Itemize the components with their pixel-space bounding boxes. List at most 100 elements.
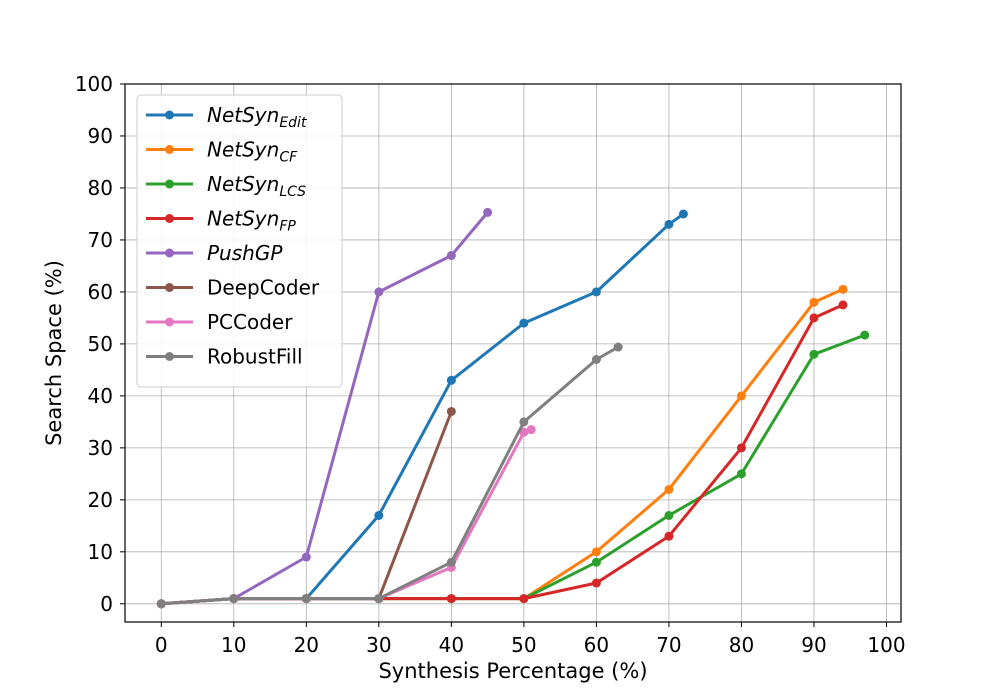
data-point-netsyn-lcs xyxy=(860,330,870,340)
data-point-netsyn-lcs xyxy=(591,557,601,567)
data-point-netsyn-cf xyxy=(809,297,819,307)
x-tick-label: 80 xyxy=(729,633,754,657)
series-pccoder xyxy=(156,425,536,609)
legend-item-pccoder: PCCoder xyxy=(146,310,293,334)
legend-label-pccoder: PCCoder xyxy=(207,310,293,334)
legend-swatch-marker xyxy=(165,145,174,154)
data-point-netsyn-edit xyxy=(664,219,674,229)
data-point-pushgp xyxy=(446,251,456,261)
data-point-pccoder xyxy=(526,425,536,435)
series-robustfill xyxy=(156,342,623,609)
data-point-robustfill xyxy=(519,417,529,427)
x-tick-label: 20 xyxy=(294,633,319,657)
x-tick-label: 30 xyxy=(366,633,391,657)
legend-swatch-marker xyxy=(165,248,174,258)
legend-item-pushgp: PushGP xyxy=(146,241,283,265)
legend-label-deepcoder: DeepCoder xyxy=(207,276,320,300)
data-point-deepcoder xyxy=(446,406,456,416)
data-point-netsyn-edit xyxy=(519,318,529,328)
data-point-robustfill xyxy=(374,594,384,604)
data-point-netsyn-cf xyxy=(591,547,601,557)
x-tick-label: 60 xyxy=(584,633,609,657)
legend-name: PCCoder xyxy=(207,310,293,334)
y-tick-label: 20 xyxy=(88,488,113,512)
x-tick-label: 10 xyxy=(221,633,246,657)
legend-swatch-marker xyxy=(165,317,174,327)
legend-name: NetSyn xyxy=(207,103,279,127)
legend: NetSynEditNetSynCFNetSynLCSNetSynFPPushG… xyxy=(136,94,343,388)
x-tick-label: 70 xyxy=(656,633,681,657)
data-point-robustfill xyxy=(591,354,601,364)
legend-name: DeepCoder xyxy=(207,276,320,300)
y-tick-label: 90 xyxy=(88,124,113,148)
data-point-netsyn-fp xyxy=(446,594,456,604)
data-point-robustfill xyxy=(156,599,166,609)
legend-subscript: Edit xyxy=(279,115,307,131)
x-tick-label: 0 xyxy=(155,633,168,657)
data-point-robustfill xyxy=(229,594,239,604)
data-point-netsyn-lcs xyxy=(736,469,746,479)
data-point-netsyn-cf xyxy=(736,391,746,401)
x-axis-label: Synthesis Percentage (%) xyxy=(378,659,647,683)
data-point-robustfill xyxy=(446,557,456,567)
y-tick-label: 50 xyxy=(88,332,113,356)
legend-subscript: CF xyxy=(279,150,298,166)
legend-swatch-marker xyxy=(165,214,174,223)
y-axis-label: Search Space (%) xyxy=(42,260,66,446)
legend-subscript: LCS xyxy=(279,184,306,200)
data-point-robustfill xyxy=(301,594,311,604)
data-point-netsyn-fp xyxy=(519,594,529,604)
data-point-netsyn-fp xyxy=(838,300,848,310)
data-point-netsyn-lcs xyxy=(809,349,819,359)
data-point-netsyn-lcs xyxy=(664,510,674,520)
x-tick-label: 40 xyxy=(439,633,464,657)
legend-name: NetSyn xyxy=(207,138,279,162)
legend-swatch-marker xyxy=(165,179,174,189)
legend-name: RobustFill xyxy=(207,345,303,369)
data-point-pushgp xyxy=(374,287,384,297)
y-tick-label: 10 xyxy=(88,540,113,564)
y-tick-label: 60 xyxy=(88,280,113,304)
legend-item-deepcoder: DeepCoder xyxy=(146,276,320,300)
data-point-netsyn-fp xyxy=(664,531,674,541)
legend-swatch-marker xyxy=(165,352,174,361)
data-point-pushgp xyxy=(301,552,311,562)
legend-name: PushGP xyxy=(207,241,283,265)
legend-label-pushgp: PushGP xyxy=(207,241,283,265)
plot-frame xyxy=(124,83,902,623)
data-point-netsyn-cf xyxy=(838,284,848,294)
data-point-pccoder xyxy=(519,427,529,437)
legend-item-robustfill: RobustFill xyxy=(146,345,303,369)
data-point-netsyn-edit xyxy=(374,510,384,520)
data-point-netsyn-edit xyxy=(678,209,688,219)
data-point-netsyn-fp xyxy=(591,578,601,588)
legend-item-netsyn-fp: NetSynFP xyxy=(146,207,296,235)
x-tick-label: 100 xyxy=(867,633,905,657)
y-tick-label: 80 xyxy=(88,176,113,200)
data-point-netsyn-edit xyxy=(591,287,601,297)
legend-label-netsyn-cf: NetSynCF xyxy=(207,138,298,166)
legend-label-netsyn-edit: NetSynEdit xyxy=(207,103,307,131)
data-point-netsyn-cf xyxy=(664,484,674,494)
data-point-pushgp xyxy=(483,207,493,217)
y-tick-label: 30 xyxy=(88,436,113,460)
data-point-netsyn-edit xyxy=(446,375,456,385)
y-tick-label: 40 xyxy=(88,384,113,408)
series-lines xyxy=(156,207,870,609)
y-tick-label: 100 xyxy=(75,72,113,96)
axis-ticks: 0 10 20 30 40 50 60 70 80 90 100 0 10 20 30 40 50 60 70 80 9… xyxy=(75,72,906,657)
legend-label-robustfill: RobustFill xyxy=(207,345,303,369)
legend-name: NetSyn xyxy=(207,207,279,231)
legend-item-netsyn-lcs: NetSynLCS xyxy=(146,172,306,200)
data-point-netsyn-fp xyxy=(736,443,746,453)
legend-swatch-marker xyxy=(165,283,174,292)
data-point-robustfill xyxy=(613,342,623,352)
y-tick-label: 0 xyxy=(100,592,113,616)
legend-item-netsyn-cf: NetSynCF xyxy=(146,138,298,166)
legend-box xyxy=(136,94,343,388)
legend-swatch-marker xyxy=(165,110,174,120)
legend-label-netsyn-fp: NetSynFP xyxy=(207,207,296,235)
legend-name: NetSyn xyxy=(207,172,279,196)
series-line-robustfill xyxy=(159,345,620,606)
